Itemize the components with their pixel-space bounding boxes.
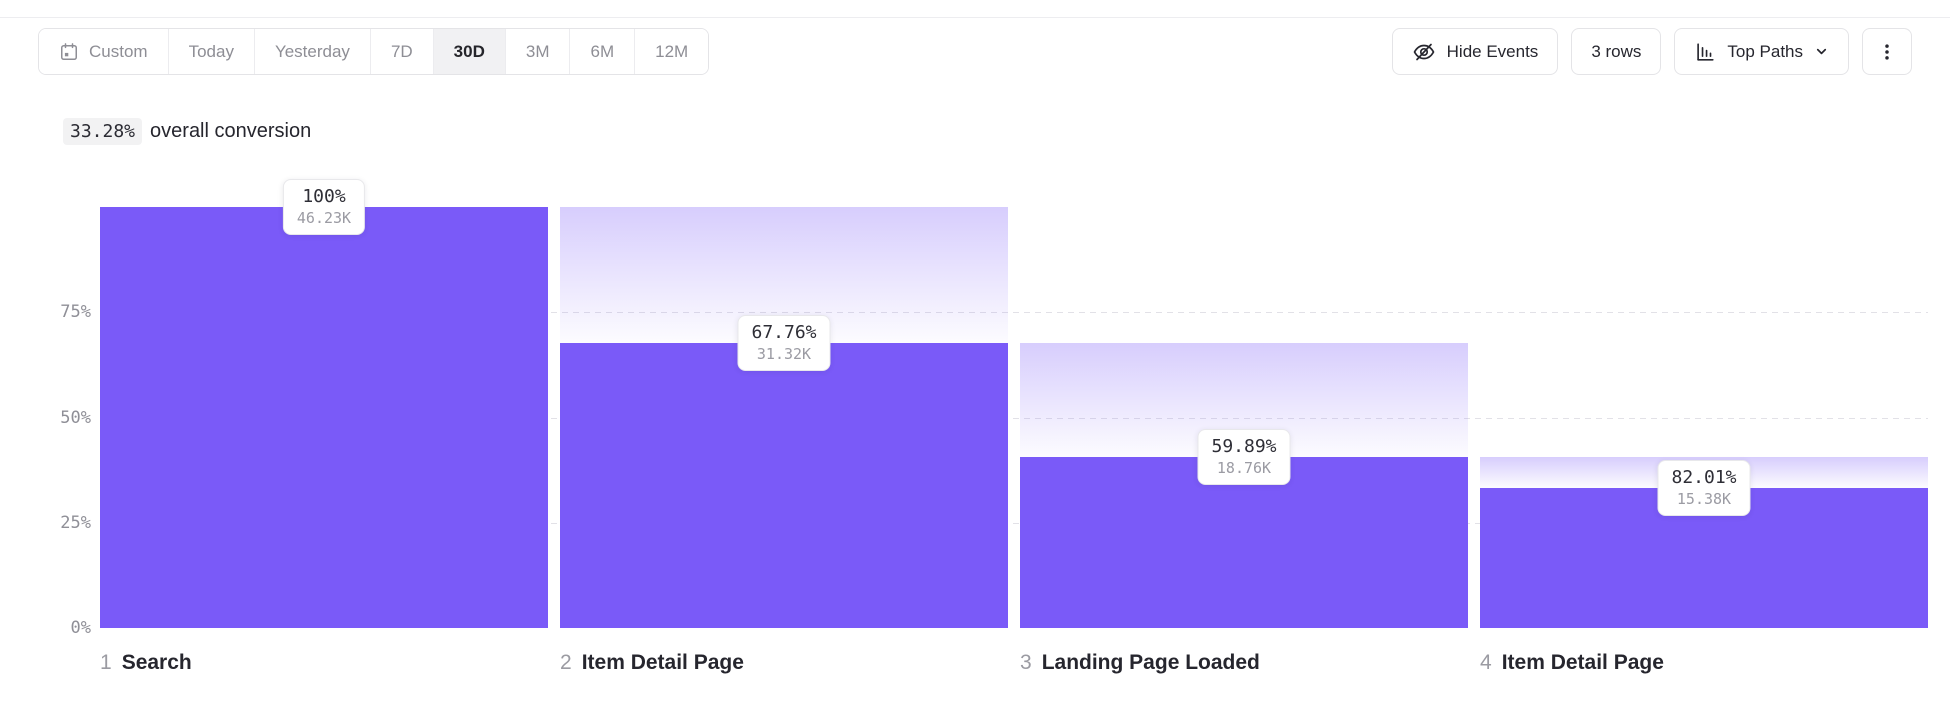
eye-off-icon bbox=[1412, 40, 1436, 64]
chevron-down-icon bbox=[1814, 44, 1829, 59]
step-name: Search bbox=[121, 651, 192, 674]
date-range-today[interactable]: Today bbox=[168, 29, 255, 74]
conversion-percent: 67.76% bbox=[751, 321, 817, 343]
more-options-button[interactable] bbox=[1862, 28, 1912, 75]
conversion-count: 18.76K bbox=[1216, 459, 1272, 478]
conversion-percent: 82.01% bbox=[1671, 466, 1737, 488]
rows-label: 3 rows bbox=[1591, 41, 1642, 61]
conversion-count: 31.32K bbox=[756, 344, 812, 363]
bar-chart-icon bbox=[1694, 41, 1716, 63]
x-axis: 1 Search 2 Item Detail Page 3 Landing Page Lo… bbox=[100, 651, 1928, 683]
step-label-3: 3 Landing Page Loaded bbox=[1020, 651, 1260, 675]
step-name: Landing Page Loaded bbox=[1041, 651, 1260, 674]
step-number: 3 bbox=[1020, 651, 1032, 674]
y-tick-label: 0% bbox=[70, 618, 91, 638]
y-axis: 75% 50% 25% 0% bbox=[30, 207, 91, 638]
funnel-bar-2[interactable] bbox=[560, 342, 1008, 628]
date-range-label: 6M bbox=[590, 41, 615, 61]
calendar-icon bbox=[59, 42, 79, 62]
top-paths-label: Top Paths bbox=[1727, 41, 1803, 61]
step-number: 1 bbox=[100, 651, 112, 674]
date-range-label: 3M bbox=[525, 41, 550, 61]
date-range-label: Custom bbox=[89, 41, 148, 61]
date-range-3m[interactable]: 3M bbox=[505, 29, 571, 74]
funnel-plot: 100% 46.23K 67.76% 31.32K 59.89% 18.76K 82.01%… bbox=[100, 179, 1928, 628]
date-range-label: 7D bbox=[390, 41, 413, 61]
step-number: 4 bbox=[1480, 651, 1492, 674]
date-range-custom[interactable]: Custom bbox=[39, 29, 169, 74]
conversion-count: 46.23K bbox=[296, 209, 352, 227]
bar-value-tooltip-4: 82.01% 15.38K bbox=[1657, 459, 1751, 516]
step-name: Item Detail Page bbox=[581, 651, 744, 674]
hide-events-label: Hide Events bbox=[1446, 41, 1539, 61]
bar-value-tooltip-1: 100% 46.23K bbox=[282, 179, 366, 235]
conversion-percent: 59.89% bbox=[1211, 436, 1277, 458]
funnel-bar-3[interactable] bbox=[1020, 457, 1468, 628]
date-range-yesterday[interactable]: Yesterday bbox=[254, 29, 371, 74]
toolbar: Custom Today Yesterday 7D 30D 3M 6M 12M Hide Ev… bbox=[38, 28, 1912, 75]
y-tick-label: 75% bbox=[60, 302, 91, 323]
rows-button[interactable]: 3 rows bbox=[1571, 28, 1662, 75]
conversion-count: 15.38K bbox=[1676, 489, 1732, 508]
gridline-25 bbox=[100, 522, 1928, 524]
hide-events-button[interactable]: Hide Events bbox=[1391, 28, 1559, 75]
step-label-4: 4 Item Detail Page bbox=[1480, 651, 1664, 675]
step-label-1: 1 Search bbox=[100, 651, 192, 675]
step-label-2: 2 Item Detail Page bbox=[560, 651, 744, 675]
conversion-summary: 33.28% overall conversion bbox=[63, 118, 311, 145]
overall-conversion-value: 33.28% bbox=[63, 118, 143, 145]
step-number: 2 bbox=[560, 651, 572, 674]
date-range-label: 12M bbox=[655, 41, 689, 61]
y-tick-label: 25% bbox=[60, 512, 91, 533]
gridline-75 bbox=[100, 312, 1928, 314]
top-paths-button[interactable]: Top Paths bbox=[1674, 28, 1849, 75]
date-range-30d[interactable]: 30D bbox=[433, 29, 506, 74]
date-range-label: Yesterday bbox=[274, 41, 350, 61]
step-name: Item Detail Page bbox=[1501, 651, 1664, 674]
top-divider bbox=[0, 17, 1950, 18]
funnel-chart: 75% 50% 25% 0% 100% 46.23K 67.76% 31.32K 59.89%… bbox=[0, 179, 1950, 687]
date-range-6m[interactable]: 6M bbox=[570, 29, 636, 74]
kebab-menu-icon bbox=[1877, 42, 1897, 62]
y-tick-label: 50% bbox=[60, 407, 91, 428]
date-range-7d[interactable]: 7D bbox=[370, 29, 434, 74]
bar-value-tooltip-2: 67.76% 31.32K bbox=[737, 314, 831, 371]
date-range-12m[interactable]: 12M bbox=[635, 29, 709, 74]
date-range-control: Custom Today Yesterday 7D 30D 3M 6M 12M bbox=[38, 28, 710, 75]
overall-conversion-text: overall conversion bbox=[150, 120, 312, 142]
date-range-label: 30D bbox=[453, 41, 485, 61]
conversion-percent: 100% bbox=[302, 186, 346, 207]
funnel-bar-1[interactable] bbox=[100, 207, 548, 628]
toolbar-actions: Hide Events 3 rows Top Paths bbox=[1391, 28, 1912, 75]
gridline-50 bbox=[100, 417, 1928, 419]
date-range-label: Today bbox=[188, 41, 234, 61]
bar-value-tooltip-3: 59.89% 18.76K bbox=[1197, 429, 1291, 486]
